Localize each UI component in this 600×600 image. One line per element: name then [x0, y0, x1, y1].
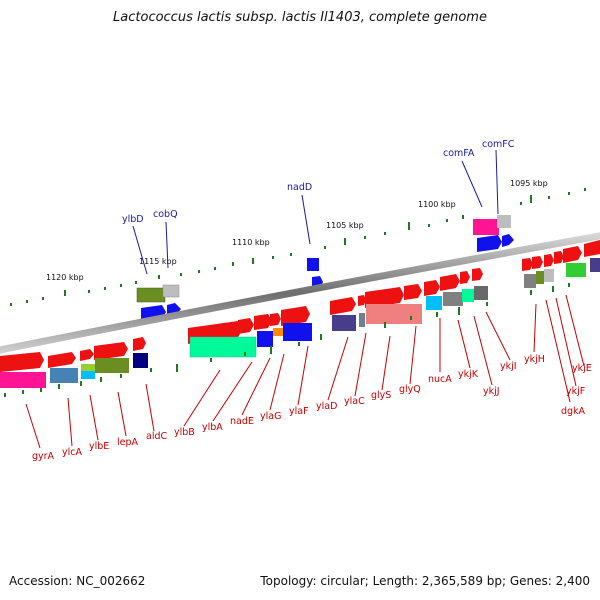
- gene-label-ykjI[interactable]: ykjI: [500, 361, 517, 372]
- gene-block-ylbB-ylbA[interactable]: [188, 318, 257, 358]
- gene-label-glyQ[interactable]: glyQ: [399, 384, 421, 395]
- gene-label-ylbD[interactable]: ylbD: [122, 214, 144, 225]
- minus-strand-genes: [0, 240, 600, 388]
- gene-block-ylbE-lepA[interactable]: [80, 342, 129, 379]
- gene-block-nucA-ykjK[interactable]: [424, 271, 474, 310]
- gene-label-ylaD[interactable]: ylaD: [316, 401, 337, 412]
- label-leaders-below: [25, 294, 585, 449]
- gene-label-ylaF[interactable]: ylaF: [289, 406, 309, 417]
- scale-tick-1095: 1095 kbp: [510, 179, 548, 188]
- gene-label-comFC[interactable]: comFC: [482, 139, 515, 150]
- gene-label-ykjE[interactable]: ykjE: [572, 363, 592, 374]
- gene-labels-above: comFC comFA nadD cobQ ylbD: [122, 139, 515, 225]
- genome-backbone: [0, 232, 600, 354]
- label-leaders-above: [132, 149, 499, 275]
- gene-block-gyrA-ylcA[interactable]: [0, 352, 78, 388]
- gene-label-glyS[interactable]: glyS: [371, 390, 391, 401]
- gene-label-ykjF[interactable]: ykjF: [566, 386, 585, 397]
- gene-labels-below: gyrA ylcA ylbE lepA aldC ylbB ylbA nadE …: [32, 354, 592, 462]
- gene-label-ykjJ[interactable]: ykjJ: [483, 386, 500, 397]
- inner-dot-track: [4, 283, 570, 397]
- gene-label-ykjK[interactable]: ykjK: [458, 369, 479, 380]
- scale-tick-1100: 1100 kbp: [418, 200, 456, 209]
- scale-tick-1105: 1105 kbp: [326, 221, 364, 230]
- gene-block-comFA[interactable]: [473, 215, 514, 252]
- gene-label-gyrA[interactable]: gyrA: [32, 451, 55, 462]
- gene-block-ylaF[interactable]: [281, 306, 312, 341]
- gene-block-nadE-ylaG[interactable]: [254, 313, 283, 347]
- topology-text: Topology: circular; Length: 2,365,589 bp…: [260, 574, 590, 588]
- gene-label-ylbB[interactable]: ylbB: [174, 427, 195, 438]
- gene-block-ylaD-ylaC[interactable]: [330, 295, 366, 331]
- scale-tick-1115: 1115 kbp: [139, 257, 177, 266]
- gene-label-dgkA[interactable]: dgkA: [561, 406, 586, 417]
- gene-label-ylbA[interactable]: ylbA: [202, 422, 223, 433]
- gene-label-nucA[interactable]: nucA: [428, 374, 452, 385]
- gene-block-aldC[interactable]: [133, 337, 148, 368]
- gene-block-ykjJ-ykjI[interactable]: [472, 268, 488, 300]
- gene-label-ykjH[interactable]: ykjH: [524, 354, 545, 365]
- outer-dot-track: [10, 188, 586, 306]
- map-title: Lactococcus lactis subsp. lactis Il1403,…: [113, 10, 487, 25]
- scale-tick-1120: 1120 kbp: [46, 273, 84, 282]
- gene-label-ylaG[interactable]: ylaG: [260, 411, 281, 422]
- gene-label-nadE[interactable]: nadE: [230, 416, 254, 427]
- gene-label-ylaC[interactable]: ylaC: [344, 396, 365, 407]
- scale-tick-1110: 1110 kbp: [232, 238, 270, 247]
- accession-text: Accession: NC_002662: [9, 574, 146, 588]
- gene-block-glyS-glyQ[interactable]: [365, 284, 422, 324]
- gene-label-ylbE[interactable]: ylbE: [89, 441, 109, 452]
- gene-block-cobQ[interactable]: [136, 284, 181, 322]
- gene-label-nadD[interactable]: nadD: [287, 182, 312, 193]
- gene-label-ylcA[interactable]: ylcA: [62, 447, 82, 458]
- gene-block-ykjH-dgkA[interactable]: [522, 240, 600, 288]
- gene-label-lepA[interactable]: lepA: [117, 437, 139, 448]
- gene-label-cobQ[interactable]: cobQ: [153, 209, 178, 220]
- gene-label-comFA[interactable]: comFA: [443, 148, 475, 159]
- gene-label-aldC[interactable]: aldC: [146, 431, 167, 442]
